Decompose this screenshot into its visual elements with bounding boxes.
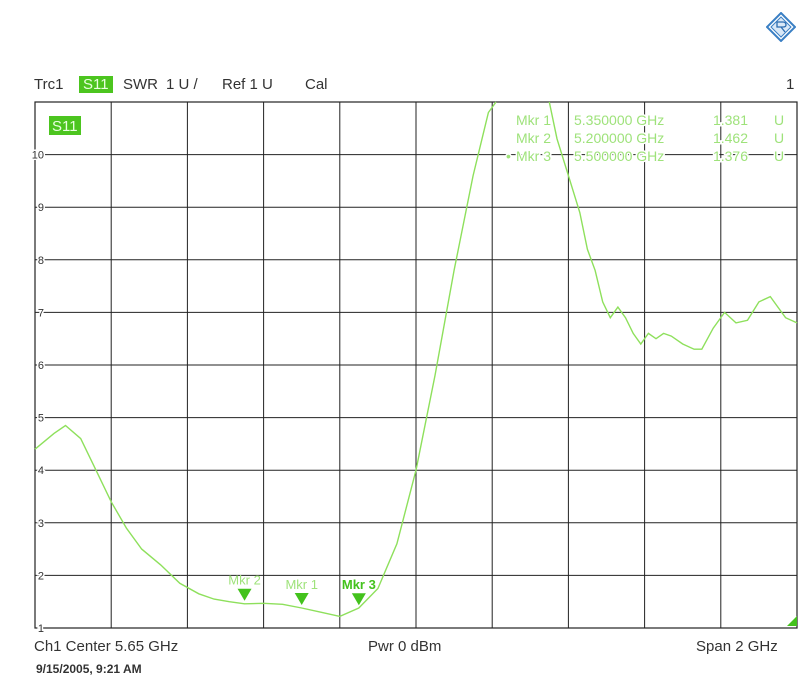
channel-number: 1	[786, 76, 795, 93]
marker-readout-freq: 5.350000 GHz	[574, 112, 664, 128]
marker-readout-freq: 5.500000 GHz	[574, 148, 664, 164]
marker-readout-label: Mkr 1	[516, 112, 551, 128]
rohde-schwarz-logo-icon	[766, 12, 796, 42]
marker-tag: Mkr 3	[342, 577, 376, 592]
footer-center: Ch1 Center 5.65 GHz	[34, 638, 179, 655]
y-tick-label: 2	[38, 570, 44, 582]
marker-readout-freq: 5.200000 GHz	[574, 130, 664, 146]
trace-label: Trc1	[34, 76, 64, 93]
trace-line	[548, 101, 798, 350]
marker-readout-value: 1.462	[713, 130, 748, 146]
marker-tag: Mkr 1	[285, 577, 318, 592]
marker-triangle	[351, 593, 366, 606]
trace-badge-box	[49, 116, 81, 135]
marker-readout-label: Mkr 2	[516, 130, 551, 146]
footer-power: Pwr 0 dBm	[368, 638, 442, 655]
trace-format: SWR	[123, 76, 158, 93]
marker-triangle	[294, 592, 309, 605]
trace-cal: Cal	[305, 76, 328, 93]
trace-badge: S11	[52, 118, 78, 135]
y-tick-label: 5	[38, 413, 44, 425]
trace-scale: 1 U /	[166, 76, 198, 93]
y-tick-label: 7	[38, 307, 44, 319]
active-marker-dot: •	[506, 148, 511, 164]
y-tick-label: 10	[32, 150, 44, 162]
y-tick-label: 6	[38, 360, 44, 372]
marker-readout-value: 1.381	[713, 112, 748, 128]
ref-marker-icon	[787, 616, 797, 626]
y-tick-label: 8	[38, 255, 44, 267]
footer-span: Span 2 GHz	[696, 638, 778, 655]
y-tick-label: 1	[38, 623, 44, 635]
marker-triangle	[237, 588, 252, 601]
y-tick-label: 9	[38, 202, 44, 214]
timestamp: 9/15/2005, 9:21 AM	[36, 662, 142, 676]
trace-ref: Ref 1 U	[222, 76, 273, 93]
marker-readout-value: 1.376	[713, 148, 748, 164]
y-tick-label: 4	[38, 465, 44, 477]
marker-tag: Mkr 2	[228, 573, 261, 588]
trace-line	[34, 101, 497, 618]
marker-readout-label: Mkr 3	[516, 148, 551, 164]
y-tick-label: 3	[38, 518, 44, 530]
marker-readout-unit: U	[774, 130, 784, 146]
marker-readout-unit: U	[774, 112, 784, 128]
trace-param-badge[interactable]: S11	[79, 76, 113, 93]
marker-readout-unit: U	[774, 148, 784, 164]
